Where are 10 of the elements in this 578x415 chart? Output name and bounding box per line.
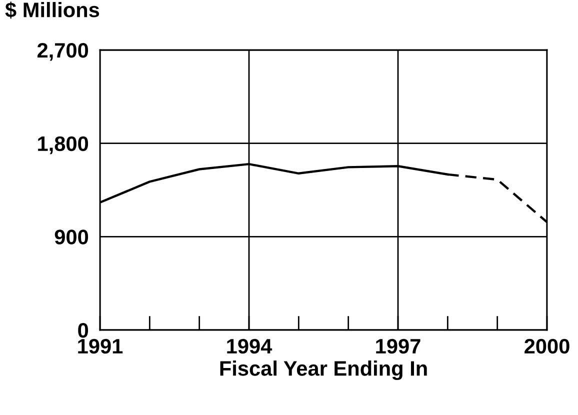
y-tick-label: 0 [78, 323, 88, 338]
y-axis-title: $ Millions [5, 2, 100, 19]
y-tick-label: 2,700 [37, 43, 88, 61]
y-tick-label: 1,800 [38, 136, 88, 154]
x-tick-label: 1997 [376, 338, 420, 354]
x-tick-label: 1991 [78, 338, 123, 354]
y-tick-label: 900 [54, 230, 88, 244]
x-tick-label: 2000 [524, 338, 570, 354]
x-tick-label: 1994 [227, 338, 272, 354]
x-axis-title: Fiscal Year Ending In [220, 360, 427, 380]
